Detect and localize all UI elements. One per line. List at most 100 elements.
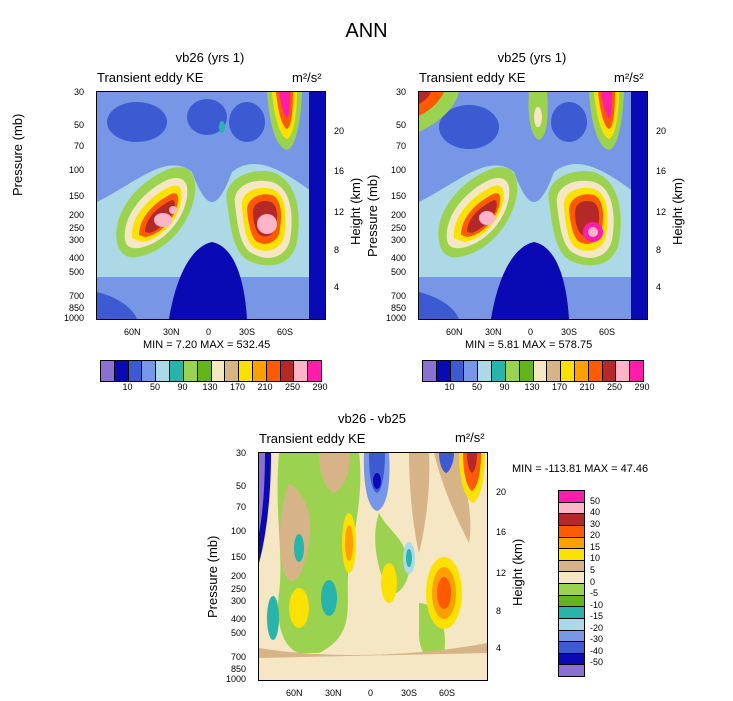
- lat-tick: 30S: [401, 688, 418, 698]
- contour-fill: [419, 92, 647, 319]
- min-max-stats: MIN = -113.81 MAX = 47.46: [512, 463, 649, 475]
- colorbar-labels: 50 40 30 20 15 10 5 0 -5 -10 -15 -20 -30 -40 -50: [588, 490, 628, 675]
- colorbar-swatch: [559, 549, 584, 561]
- panel-title: vb26 - vb25: [338, 411, 406, 426]
- pressure-tick: 150: [68, 191, 84, 201]
- pressure-tick: 200: [230, 571, 246, 581]
- pressure-tick: 50: [235, 481, 246, 491]
- height-tick: 20: [656, 126, 667, 136]
- lat-tick: 60S: [277, 327, 294, 337]
- colorbar-swatch: [559, 607, 584, 619]
- y-axis-label: Pressure (mb): [205, 535, 220, 618]
- colorbar-label: 90: [177, 382, 188, 392]
- panel-title: vb26 (yrs 1): [175, 50, 245, 65]
- colorbar-label: 15: [590, 541, 601, 552]
- height-tick: 16: [656, 166, 667, 176]
- height-tick: 4: [496, 643, 502, 653]
- colorbar-swatch: [156, 361, 171, 381]
- colorbar-swatch: [559, 491, 584, 503]
- colorbar-swatch: [559, 665, 584, 676]
- colorbar-label: -30: [590, 634, 604, 645]
- colorbar-label: 50: [471, 382, 482, 392]
- min-max-stats: MIN = 7.20 MAX = 532.45: [143, 339, 271, 351]
- pressure-tick: 850: [230, 664, 246, 674]
- lat-tick: 30N: [163, 327, 180, 337]
- units-label: m²/s²: [614, 70, 644, 85]
- contour-plot: [96, 91, 326, 320]
- panel-title: vb25 (yrs 1): [497, 50, 567, 65]
- colorbar-swatch: [225, 361, 240, 381]
- colorbar-swatch: [294, 361, 309, 381]
- pressure-tick: 250: [68, 223, 84, 233]
- lat-tick: 30S: [239, 327, 256, 337]
- colorbar-swatch: [450, 361, 465, 381]
- pressure-tick: 700: [230, 652, 246, 662]
- pressure-tick: 100: [230, 526, 246, 536]
- height-tick: 4: [656, 282, 662, 292]
- colorbar-label: -20: [590, 622, 604, 633]
- colorbar-swatch: [308, 361, 321, 381]
- colorbar-swatch: [616, 361, 631, 381]
- colorbar-label: 90: [499, 382, 510, 392]
- lat-tick: 30N: [485, 327, 502, 337]
- lat-tick: 30N: [325, 688, 342, 698]
- colorbar-label: 50: [149, 382, 160, 392]
- pressure-tick: 150: [390, 191, 406, 201]
- pressure-tick: 700: [390, 291, 406, 301]
- colorbar-swatch: [559, 584, 584, 596]
- colorbar-swatch: [128, 361, 143, 381]
- pressure-tick: 850: [390, 303, 406, 313]
- pressure-tick: 500: [230, 628, 246, 638]
- units-label: m²/s²: [455, 430, 485, 445]
- lat-tick: 60N: [124, 327, 141, 337]
- height-tick: 20: [334, 126, 345, 136]
- contour-plot: [418, 91, 648, 320]
- contour-plot: [258, 452, 488, 681]
- pressure-tick: 250: [390, 223, 406, 233]
- colorbar-label: -5: [590, 588, 599, 599]
- colorbar-label: 210: [257, 382, 273, 392]
- panel-subtitle: Transient eddy KE: [259, 431, 366, 446]
- pressure-tick: 1000: [63, 313, 84, 323]
- colorbar-labels: 10 50 90 130 170 210 250 290: [100, 382, 327, 394]
- height-tick: 8: [656, 245, 662, 255]
- panel-subtitle: Transient eddy KE: [419, 70, 526, 85]
- pressure-tick: 30: [73, 87, 84, 97]
- colorbar-swatch: [464, 361, 479, 381]
- units-label: m²/s²: [292, 70, 322, 85]
- colorbar-swatch: [436, 361, 451, 381]
- pressure-tick: 30: [395, 87, 406, 97]
- pressure-tick: 300: [390, 235, 406, 245]
- y-axis-label-right: Height (km): [670, 177, 685, 245]
- colorbar-swatch: [559, 653, 584, 666]
- height-tick: 12: [496, 568, 507, 578]
- colorbar-label: 10: [122, 382, 133, 392]
- y-axis-label: Pressure (mb): [10, 113, 25, 196]
- colorbar-swatch: [183, 361, 198, 381]
- lat-tick: 60S: [599, 327, 616, 337]
- colorbar-label: 170: [229, 382, 246, 392]
- colorbar-label: -40: [590, 645, 604, 656]
- colorbar-swatch: [101, 361, 115, 381]
- lat-tick: 60N: [446, 327, 463, 337]
- colorbar-swatch: [266, 361, 281, 381]
- height-tick: 4: [334, 282, 340, 292]
- height-tick: 12: [656, 207, 667, 217]
- colorbar-swatch: [423, 361, 437, 381]
- lat-tick: 60N: [286, 688, 303, 698]
- colorbar-label: 210: [579, 382, 595, 392]
- colorbar-label: 50: [590, 495, 601, 506]
- pressure-tick: 700: [68, 291, 84, 301]
- colorbar-swatch: [559, 642, 584, 654]
- colorbar-label: 5: [590, 564, 596, 575]
- pressure-tick: 850: [68, 303, 84, 313]
- pressure-tick: 30: [235, 448, 246, 458]
- colorbar-label: 130: [524, 382, 540, 392]
- colorbar-swatch: [574, 361, 589, 381]
- min-max-stats: MIN = 5.81 MAX = 578.75: [465, 339, 593, 351]
- height-tick: 16: [334, 166, 345, 176]
- colorbar-swatch: [559, 502, 584, 515]
- colorbar-swatch: [478, 361, 493, 381]
- pressure-tick: 250: [230, 584, 246, 594]
- colorbar-swatch: [630, 361, 643, 381]
